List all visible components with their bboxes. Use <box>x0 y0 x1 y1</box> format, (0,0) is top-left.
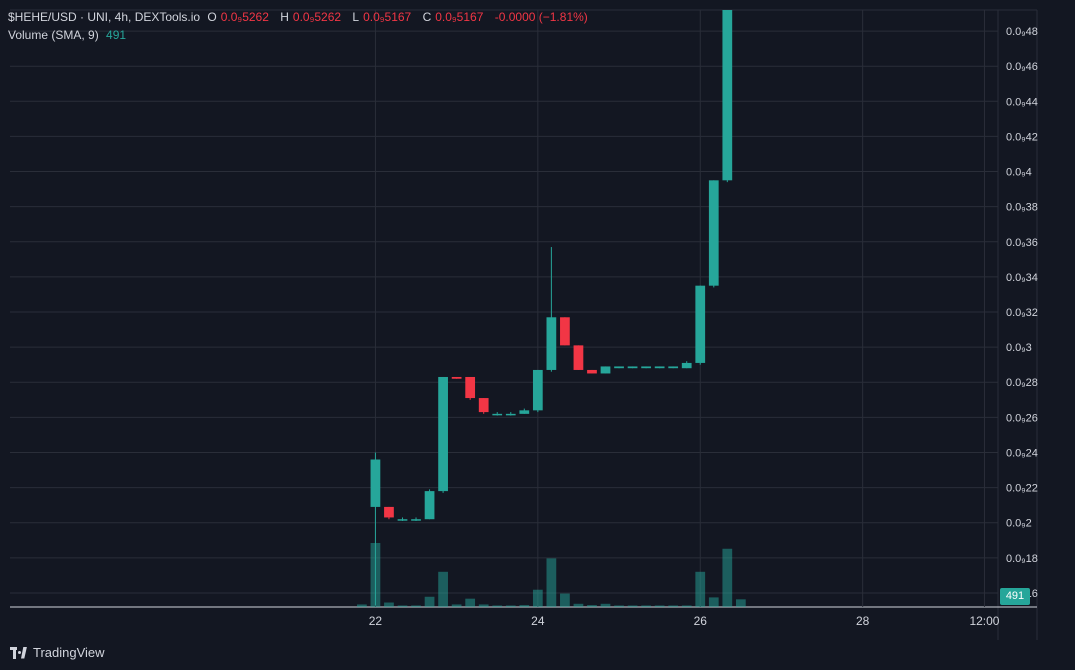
y-tick-label: 0.0₉42 <box>1006 131 1038 143</box>
candle-body <box>438 376 448 492</box>
x-tick-label: 24 <box>531 614 545 628</box>
y-tick-label: 0.0₉22 <box>1006 483 1038 495</box>
candle-body <box>600 366 611 374</box>
volume-bar <box>587 605 597 607</box>
candle-body <box>722 10 733 181</box>
candle-body <box>519 410 530 414</box>
candle-body <box>478 398 489 413</box>
volume-bar <box>465 598 476 607</box>
volume-bar <box>735 599 746 607</box>
y-tick-label: 0.0₉32 <box>1006 307 1038 319</box>
volume-bar <box>532 589 543 607</box>
y-tick-label: 0.0₉24 <box>1006 447 1038 459</box>
candle-body <box>654 366 665 369</box>
high-value: 0.0₉5262 <box>292 10 342 24</box>
volume-bar <box>600 603 611 607</box>
y-tick-label: 0.0₉4 <box>1006 167 1032 179</box>
x-tick-label: 28 <box>856 614 870 628</box>
low-value: 0.0₉5167 <box>363 10 412 24</box>
high-label: H <box>280 10 289 24</box>
volume-value: 491 <box>106 28 127 42</box>
y-tick-label: 0.0₉34 <box>1006 272 1038 284</box>
volume-bar <box>492 605 503 607</box>
tradingview-label: TradingView <box>33 645 105 660</box>
candle-body <box>370 459 381 507</box>
volume-bar <box>357 604 367 607</box>
tradingview-logo[interactable]: TradingView <box>10 645 105 660</box>
candle-body <box>681 362 692 369</box>
volume-bar <box>560 593 570 607</box>
y-tick-label: 0.0₉28 <box>1006 377 1038 389</box>
close-value: 0.0₉5167 <box>435 10 484 24</box>
tradingview-icon <box>10 646 28 659</box>
volume-bar <box>478 604 489 607</box>
y-tick-label: 0.0₉18 <box>1006 553 1038 565</box>
volume-bar <box>519 605 530 607</box>
volume-bar <box>411 605 421 607</box>
volume-bar <box>451 604 462 607</box>
y-tick-label: 0.0₉36 <box>1006 237 1038 249</box>
y-tick-label: 0.0₉44 <box>1006 96 1038 108</box>
candle-body <box>587 369 597 374</box>
volume-bar <box>708 597 719 607</box>
y-tick-label: 0.0₉38 <box>1006 202 1038 214</box>
volume-bar <box>695 571 706 607</box>
candle-body <box>708 180 719 286</box>
candle-body <box>627 366 638 369</box>
x-tick-label: 26 <box>694 614 708 628</box>
y-tick-label: 0.0₉46 <box>1006 61 1038 73</box>
footer-bar <box>0 640 1075 670</box>
volume-bar <box>627 605 638 607</box>
candle-body <box>492 413 503 416</box>
candle-body <box>695 285 706 363</box>
x-tick-label: 12:00 <box>969 614 999 628</box>
y-tick-label: 0.0₉26 <box>1006 412 1038 424</box>
candle-body <box>451 376 462 379</box>
volume-label[interactable]: Volume (SMA, 9) <box>8 28 99 42</box>
candle-body <box>505 413 516 416</box>
volume-bar <box>573 603 584 607</box>
last-value-badge: 491 <box>1000 588 1030 605</box>
volume-bar <box>384 602 394 607</box>
symbol-label[interactable]: $HEHE/USD · UNI, 4h, DEXTools.io <box>8 10 201 24</box>
volume-bar <box>681 605 692 607</box>
candle-body <box>546 317 557 370</box>
candle-body <box>384 506 394 518</box>
candle-body <box>573 345 584 370</box>
volume-bar <box>668 605 679 607</box>
x-tick-label: 22 <box>369 614 383 628</box>
candle-body <box>560 317 570 346</box>
low-label: L <box>352 10 360 24</box>
legend-ohlc: $HEHE/USD · UNI, 4h, DEXTools.io O 0.0₉52… <box>8 10 592 24</box>
volume-bar <box>614 605 624 607</box>
y-tick-label: 0.0₉3 <box>1006 342 1032 354</box>
candle-body <box>668 366 679 369</box>
candle-body <box>532 369 543 411</box>
volume-bar <box>397 605 408 607</box>
candle-body <box>614 366 624 369</box>
change-value: -0.0000 (−1.81%) <box>494 10 588 24</box>
volume-bar <box>438 571 448 607</box>
volume-bar <box>654 605 665 607</box>
volume-bar <box>505 605 516 607</box>
candle-body <box>397 519 408 521</box>
open-label: O <box>207 10 217 24</box>
candle-body <box>465 376 476 399</box>
volume-bar <box>641 605 651 607</box>
y-tick-label: 0.0₉48 <box>1006 26 1038 38</box>
volume-bar <box>722 548 733 607</box>
y-tick-label: 0.0₉2 <box>1006 518 1032 530</box>
volume-bar <box>424 596 435 607</box>
legend-volume: Volume (SMA, 9) 491 <box>8 28 130 42</box>
candle-body <box>641 366 651 369</box>
volume-bar <box>546 558 557 607</box>
open-value: 0.0₉5262 <box>220 10 269 24</box>
candle-body <box>411 519 421 521</box>
candle-body <box>424 491 435 520</box>
close-label: C <box>422 10 432 24</box>
